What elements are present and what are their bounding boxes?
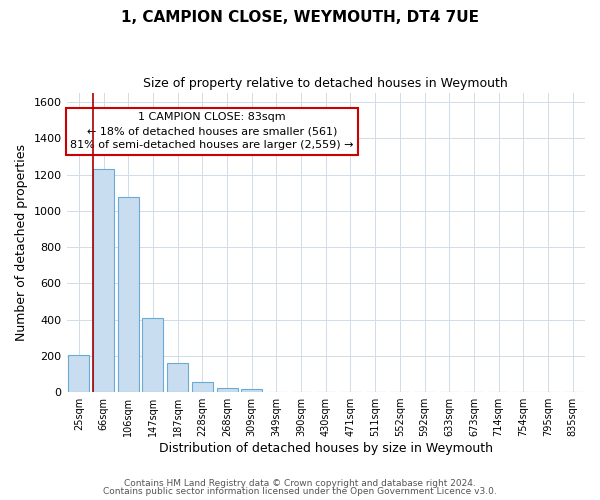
Bar	[192, 382, 213, 392]
X-axis label: Distribution of detached houses by size in Weymouth: Distribution of detached houses by size …	[159, 442, 493, 455]
Bar	[68, 355, 89, 392]
Y-axis label: Number of detached properties: Number of detached properties	[15, 144, 28, 341]
Bar	[167, 363, 188, 392]
Bar	[241, 389, 262, 392]
Text: Contains HM Land Registry data © Crown copyright and database right 2024.: Contains HM Land Registry data © Crown c…	[124, 478, 476, 488]
Text: 1 CAMPION CLOSE: 83sqm
← 18% of detached houses are smaller (561)
81% of semi-de: 1 CAMPION CLOSE: 83sqm ← 18% of detached…	[70, 112, 353, 150]
Bar	[93, 169, 114, 392]
Bar	[217, 388, 238, 392]
Text: Contains public sector information licensed under the Open Government Licence v3: Contains public sector information licen…	[103, 487, 497, 496]
Title: Size of property relative to detached houses in Weymouth: Size of property relative to detached ho…	[143, 78, 508, 90]
Text: 1, CAMPION CLOSE, WEYMOUTH, DT4 7UE: 1, CAMPION CLOSE, WEYMOUTH, DT4 7UE	[121, 10, 479, 25]
Bar	[142, 318, 163, 392]
Bar	[118, 198, 139, 392]
